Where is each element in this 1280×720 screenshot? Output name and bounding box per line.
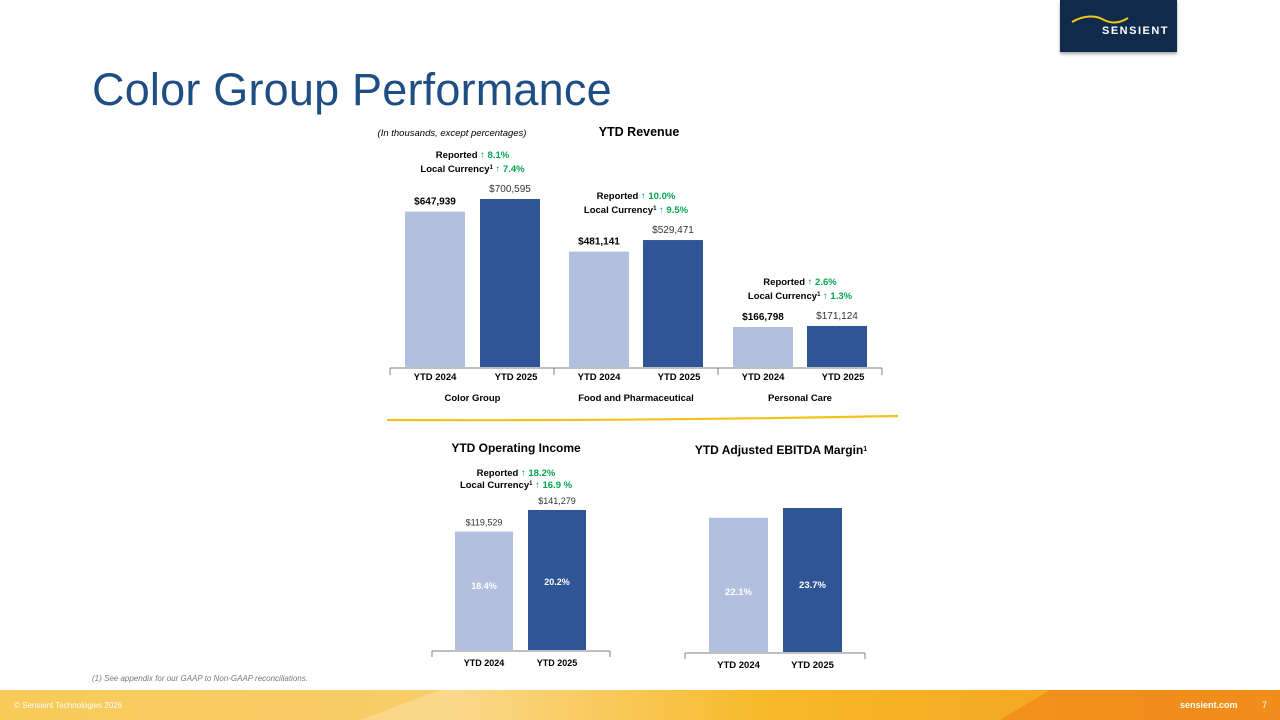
chart-subtitle: (In thousands, except percentages) [378, 128, 527, 139]
bar [783, 508, 842, 652]
group-label: Food and Pharmaceutical [578, 393, 694, 404]
local-currency-growth: Local Currency1 ↑ 1.3% [748, 291, 853, 302]
bar [569, 251, 629, 367]
charts-canvas: (In thousands, except percentages) YTD Re… [378, 125, 899, 671]
reported-growth: Reported ↑ 2.6% [763, 277, 837, 288]
data-label: $647,939 [414, 197, 456, 208]
tick-label: YTD 2024 [414, 372, 457, 383]
accent-divider-line [386, 414, 899, 422]
data-label: $141,279 [538, 496, 576, 506]
bar [733, 327, 793, 367]
chart-title: YTD Revenue [599, 125, 680, 139]
bar [528, 510, 586, 650]
tick-label: YTD 2025 [537, 658, 578, 668]
tick-label: YTD 2024 [464, 658, 505, 668]
footer-bar [0, 690, 1280, 720]
data-label: $166,798 [742, 312, 784, 323]
page-number: 7 [1262, 700, 1268, 710]
reported-growth: Reported ↑ 18.2% [477, 468, 556, 479]
tick-label: YTD 2025 [822, 372, 865, 383]
tick-label: YTD 2024 [742, 372, 785, 383]
inner-label: 20.2% [544, 577, 570, 587]
local-currency-growth: Local Currency1 ↑ 9.5% [584, 205, 689, 216]
footnote: (1) See appendix for our GAAP to Non-GAA… [92, 674, 308, 683]
inner-label: 23.7% [799, 580, 826, 591]
tick-label: YTD 2025 [791, 660, 834, 671]
logo-text: SENSIENT [1101, 25, 1169, 37]
group-label: Personal Care [768, 393, 832, 404]
reported-growth: Reported ↑ 8.1% [436, 150, 510, 161]
website-link[interactable]: sensient.com [1180, 700, 1238, 710]
group-label: Color Group [445, 393, 501, 404]
sensient-logo: SENSIENT [1060, 0, 1177, 52]
inner-label: 18.4% [471, 581, 497, 591]
tick-label: YTD 2024 [578, 372, 621, 383]
tick-label: YTD 2024 [717, 660, 760, 671]
chart-title: YTD Adjusted EBITDA Margin1 [695, 443, 867, 457]
tick-label: YTD 2025 [658, 372, 701, 383]
data-label: $171,124 [816, 311, 858, 322]
page-title: Color Group Performance [92, 64, 612, 115]
swoosh-logo-icon [1071, 15, 1129, 24]
bar [405, 211, 465, 367]
chart-title: YTD Operating Income [451, 441, 581, 455]
bar [807, 325, 867, 367]
inner-label: 22.1% [725, 587, 752, 598]
data-label: $481,141 [578, 237, 620, 248]
bar [643, 240, 703, 367]
tick-label: YTD 2025 [495, 372, 538, 383]
reported-growth: Reported ↑ 10.0% [597, 191, 676, 202]
bar [480, 199, 540, 367]
local-currency-growth: Local Currency1 ↑ 7.4% [420, 164, 525, 175]
data-label: $700,595 [489, 184, 531, 195]
local-currency-growth: Local Currency1 ↑ 16.9 % [460, 480, 573, 491]
copyright-text: © Sensient Technologies 2026 [14, 701, 123, 710]
data-label: $119,529 [466, 518, 503, 528]
data-label: $529,471 [652, 225, 694, 236]
bar [709, 517, 768, 652]
bar [455, 531, 513, 650]
